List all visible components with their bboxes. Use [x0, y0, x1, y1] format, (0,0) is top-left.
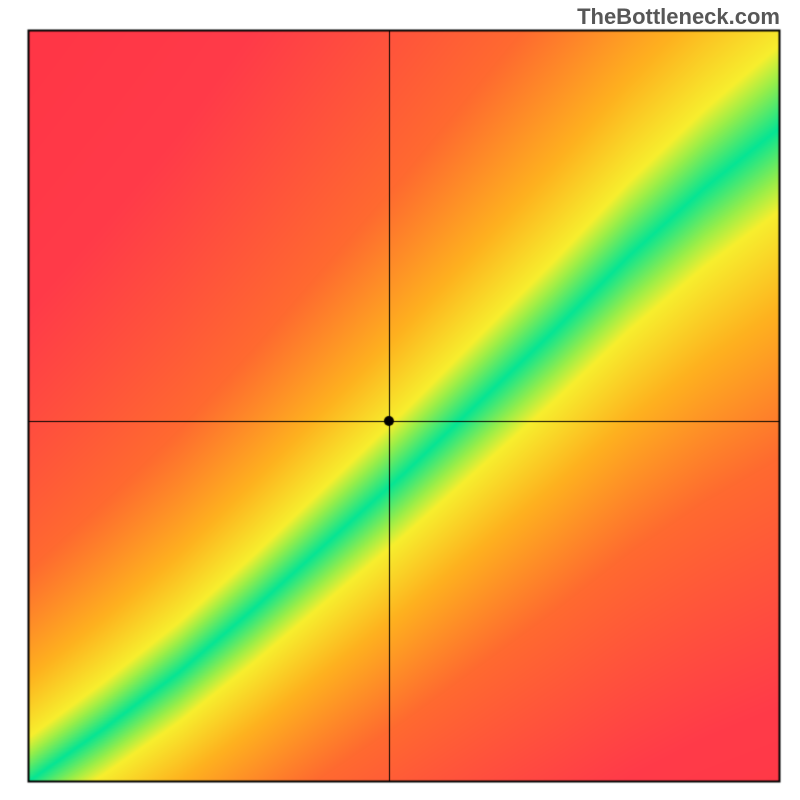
- watermark-text: TheBottleneck.com: [577, 4, 780, 30]
- chart-container: TheBottleneck.com: [0, 0, 800, 800]
- bottleneck-heatmap: [0, 0, 800, 800]
